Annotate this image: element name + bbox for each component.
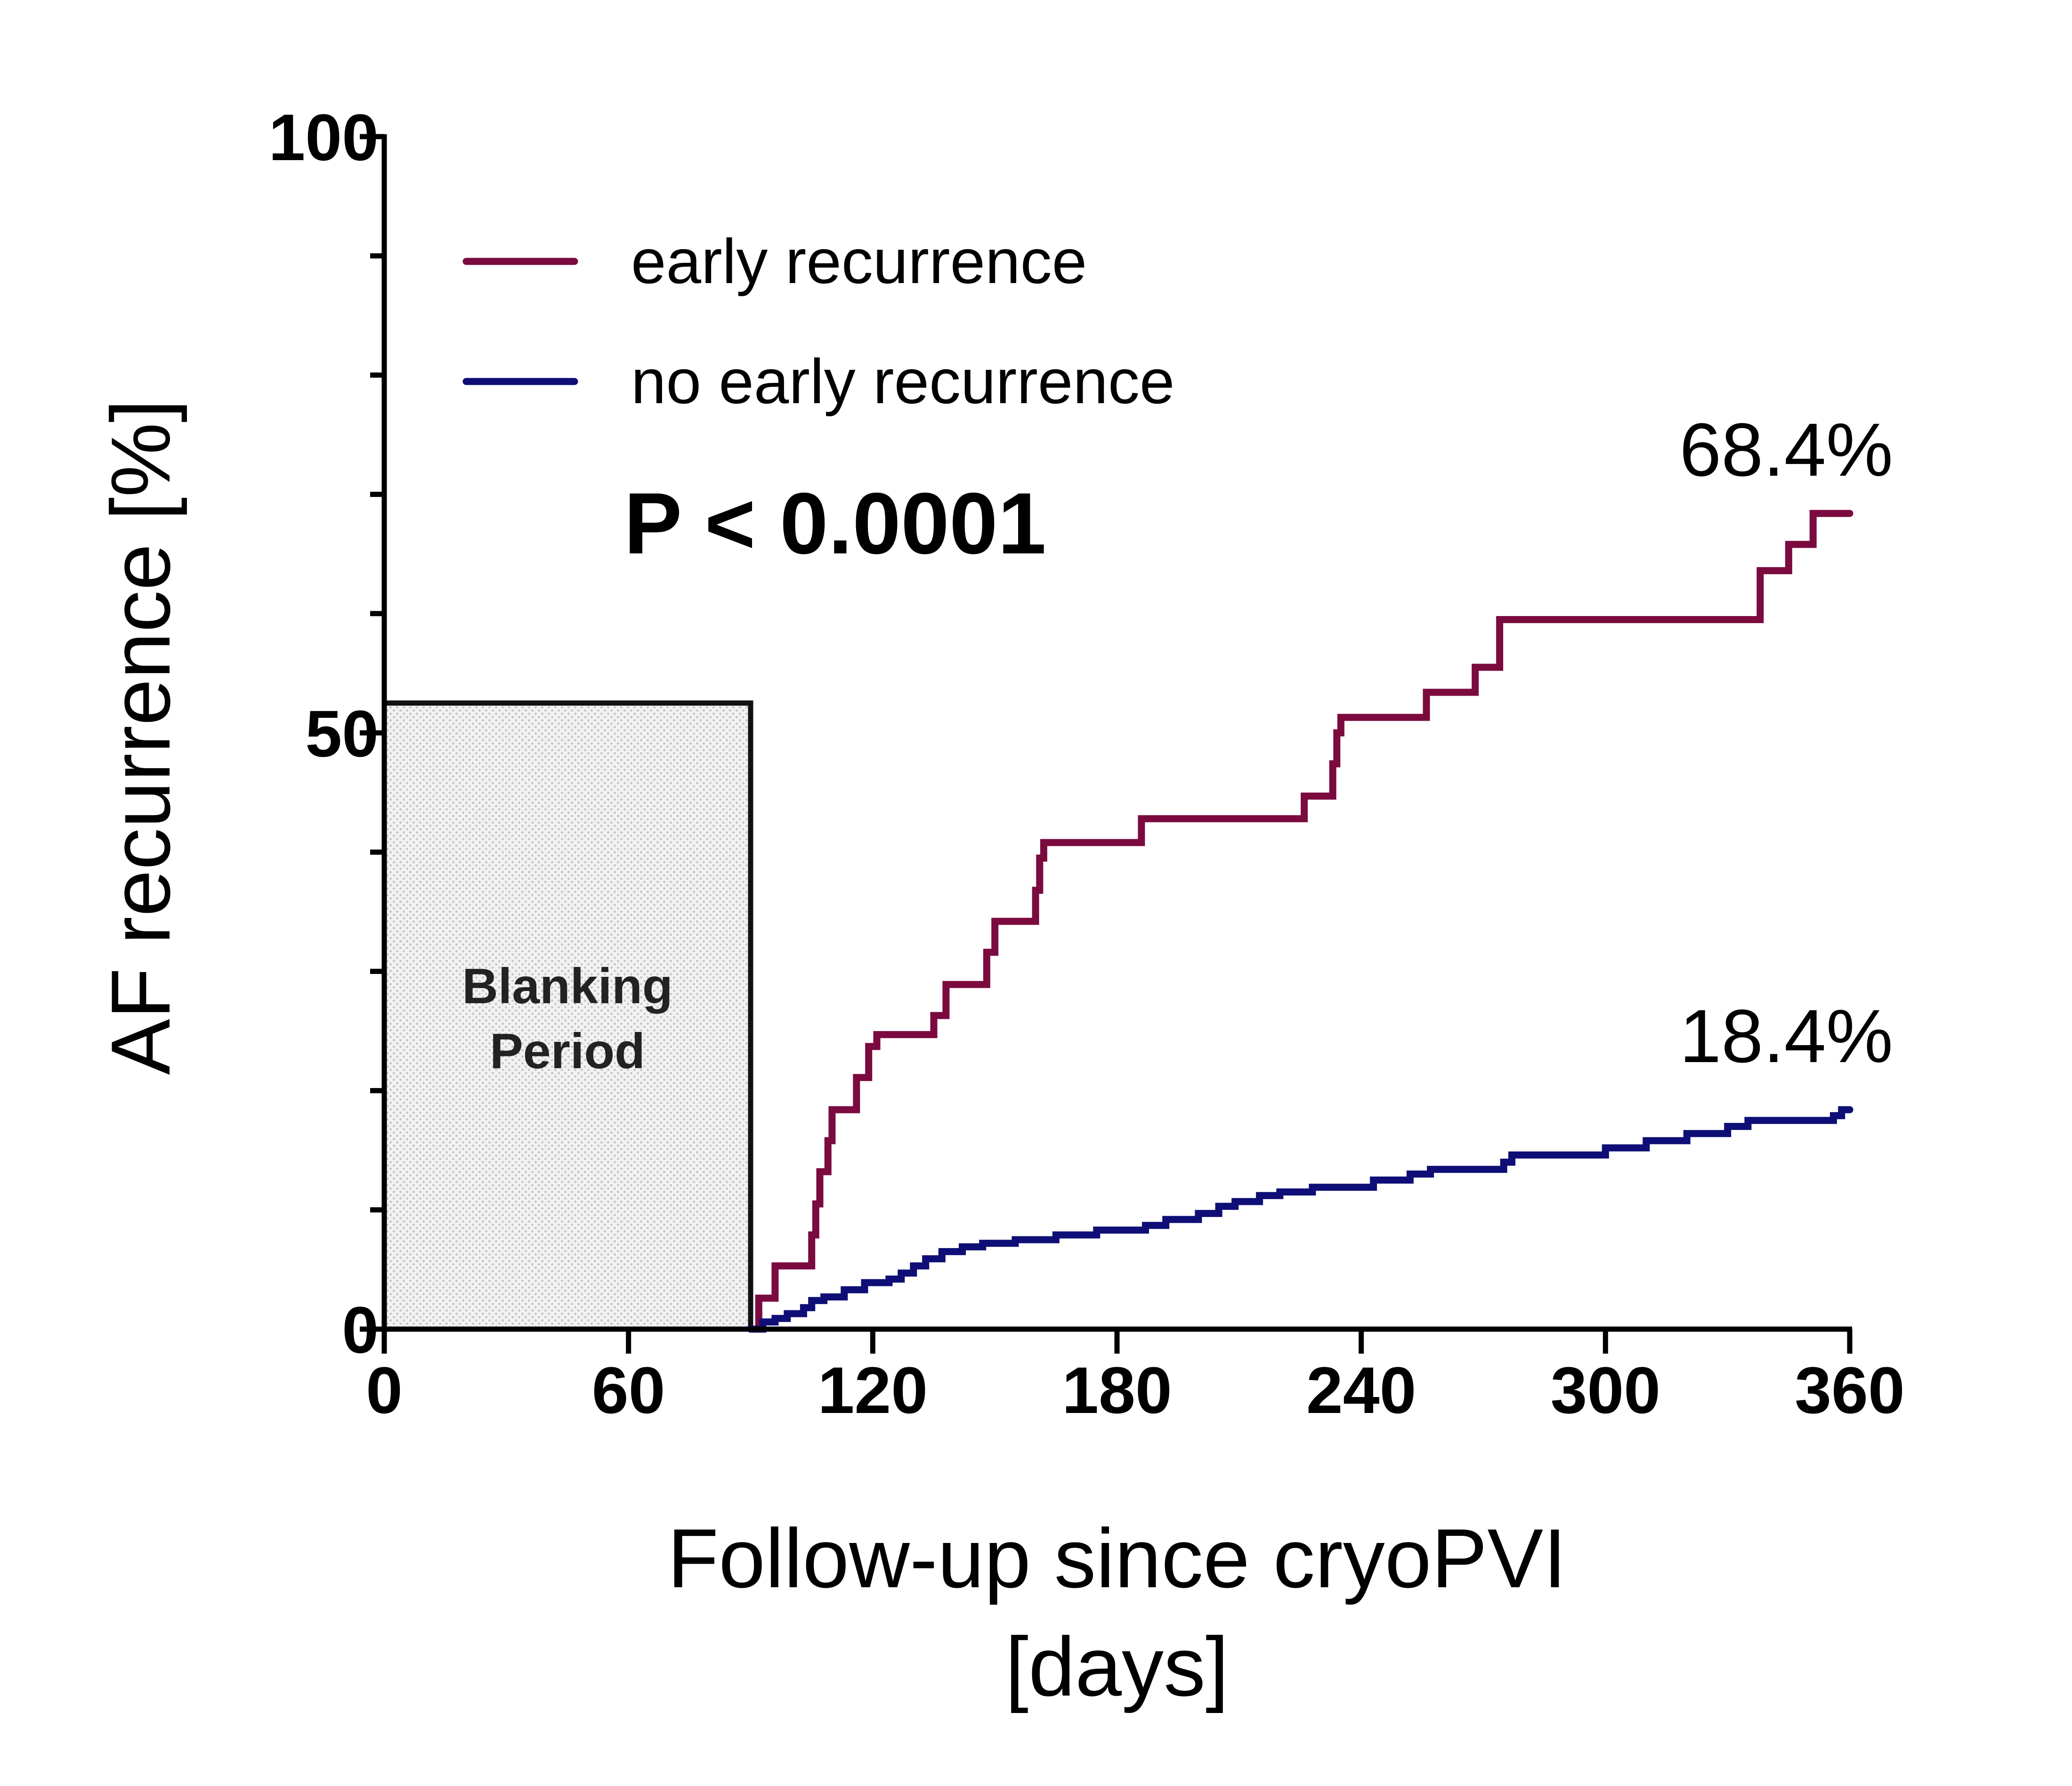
end-label-no-early-recurrence: 18.4% — [1679, 994, 1893, 1078]
legend-label-no-early-recurrence: no early recurrence — [631, 347, 1174, 417]
blanking-period-box — [381, 700, 753, 1332]
series-line-early-recurrence — [747, 510, 1853, 1333]
x-tick-label: 0 — [366, 1353, 403, 1427]
x-tick-label: 180 — [1062, 1353, 1172, 1427]
legend: early recurrence no early recurrence — [462, 227, 1174, 417]
x-tick-label: 360 — [1795, 1353, 1905, 1427]
y-tick-label: 100 — [268, 100, 379, 174]
x-tick-label: 240 — [1306, 1353, 1416, 1427]
x-tick-label: 300 — [1551, 1353, 1661, 1427]
p-value-annotation: P < 0.0001 — [624, 475, 1046, 572]
end-label-early-recurrence: 68.4% — [1679, 407, 1893, 492]
series-line-no-early-recurrence — [747, 1106, 1853, 1333]
y-tick-label: 0 — [342, 1293, 379, 1367]
x-tick-label: 120 — [818, 1353, 928, 1427]
blanking-label-line1: Blanking — [462, 958, 673, 1014]
x-tick-label: 60 — [592, 1353, 665, 1427]
x-axis-title-line1: Follow-up since cryoPVI — [667, 1511, 1566, 1605]
series-layer — [747, 510, 1853, 1333]
ticks: 0 50 100 0 60 120 180 240 300 360 — [268, 100, 1904, 1427]
y-tick-label: 50 — [305, 697, 379, 771]
y-axis-title: AF recurrence [%] — [94, 399, 187, 1075]
blanking-label-line2: Period — [490, 1023, 645, 1079]
x-axis-title-line2: [days] — [1005, 1620, 1229, 1713]
legend-label-early-recurrence: early recurrence — [631, 227, 1087, 297]
